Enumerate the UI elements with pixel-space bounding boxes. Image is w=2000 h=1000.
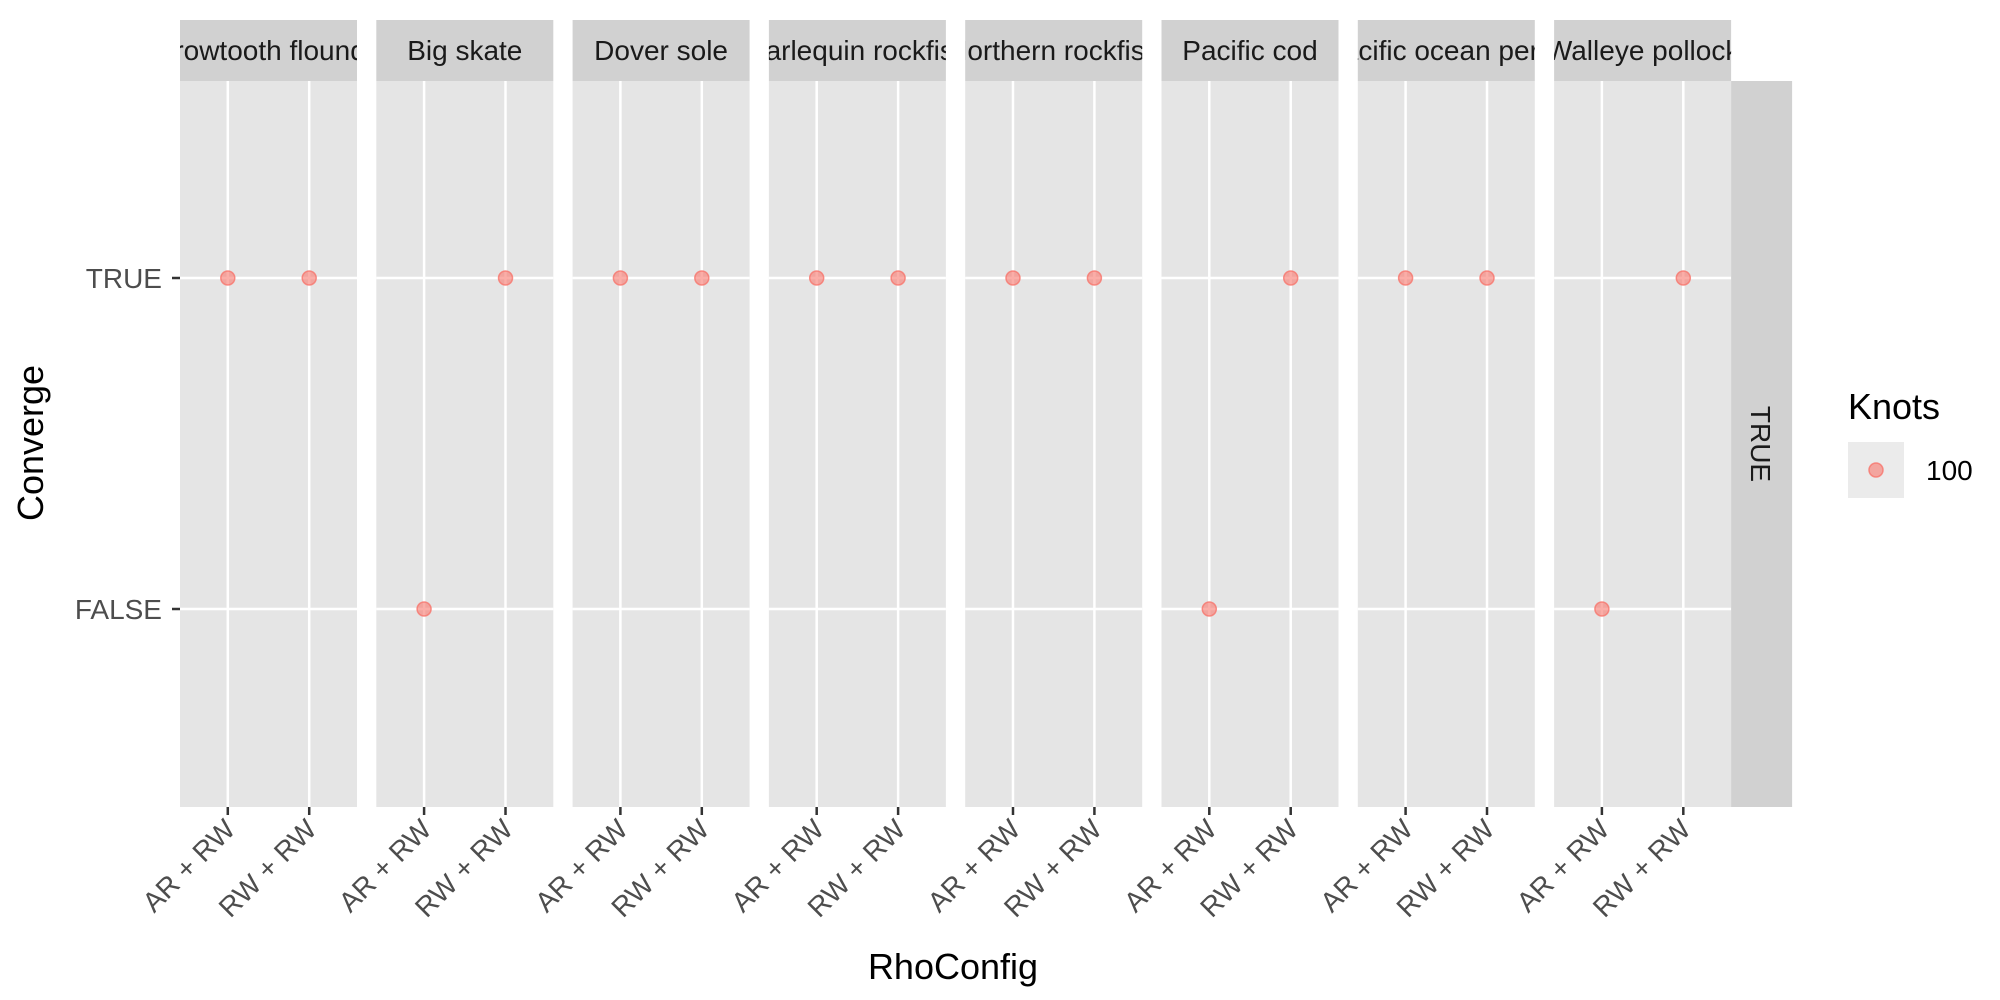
facet-strip-label: Walleye pollock [1546, 35, 1740, 66]
panel-background [180, 81, 357, 807]
y-tick-label: FALSE [75, 594, 162, 625]
legend-title: Knots [1848, 386, 1940, 427]
data-point [1675, 270, 1692, 286]
data-point [416, 601, 432, 617]
x-axis-title: RhoConfig [868, 946, 1038, 987]
data-point [1086, 270, 1103, 286]
y-tick-label: TRUE [86, 263, 162, 294]
axis-titles: RhoConfig Converge [10, 365, 1038, 987]
facet-strip-label: Northern rockfish [947, 35, 1160, 66]
data-point [1397, 270, 1414, 286]
panel-background [1357, 81, 1535, 807]
facet-strip-label: Pacific ocean perch [1324, 35, 1568, 66]
facet-strip [180, 20, 357, 81]
facet-strip [1554, 20, 1732, 81]
data-point [220, 270, 236, 286]
panel-background [965, 81, 1143, 807]
y-axis: FALSE TRUE [75, 263, 180, 625]
row-strip-background [1731, 81, 1793, 807]
data-point [890, 270, 906, 286]
facet-strip-label: Arrowtooth flounder [146, 35, 390, 66]
panel-background [768, 81, 946, 807]
data-point [1282, 270, 1299, 286]
data-point [1479, 270, 1495, 286]
y-axis-title: Converge [10, 365, 51, 521]
row-strip-label: TRUE [1745, 406, 1776, 482]
legend-label: 100 [1926, 455, 1973, 486]
facet-strip [1357, 20, 1535, 81]
facet-strip-label: Pacific cod [1182, 35, 1317, 66]
legend: Knots 100 [1848, 386, 1973, 498]
facet-strip-label: Dover sole [594, 35, 728, 66]
data-point [1594, 601, 1610, 617]
facet-strip [1161, 20, 1339, 81]
row-facet-strip: TRUE [1731, 81, 1793, 807]
panel-background [1554, 81, 1732, 807]
legend-key-point [1868, 462, 1884, 478]
panel-background [1161, 81, 1339, 807]
data-point [612, 270, 629, 286]
panel-background [376, 81, 554, 807]
facet-strip [376, 20, 554, 81]
facet-strip [768, 20, 946, 81]
data-point [1201, 601, 1218, 617]
data-point [301, 270, 317, 286]
panel-background [572, 81, 750, 807]
data-point [497, 270, 514, 286]
legend-keys: 100 [1848, 442, 1973, 498]
data-point [694, 270, 710, 286]
facet-strip [572, 20, 750, 81]
facet-strip [965, 20, 1143, 81]
data-point [1005, 270, 1021, 286]
facet-strip-label: Harlequin rockfish [745, 35, 969, 66]
facet-strip-label: Big skate [407, 35, 522, 66]
data-point [808, 270, 825, 286]
